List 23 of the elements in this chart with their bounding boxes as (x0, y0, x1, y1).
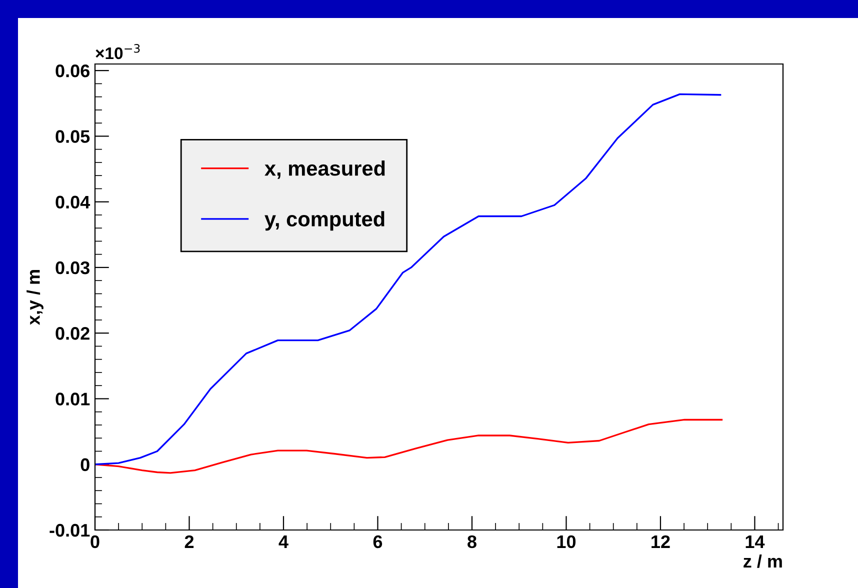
x-tick-label: 8 (468, 535, 476, 548)
x-tick-label: 4 (278, 536, 288, 548)
y-tick-label: 0.02 (56, 327, 90, 340)
y-tick-label: 0.06 (56, 64, 90, 78)
y-tick-label: 0.03 (56, 261, 90, 274)
legend-label: x, measured (264, 160, 385, 179)
y-tick-label: 0.04 (56, 196, 90, 209)
y-axis-title: x,y / m (26, 270, 44, 325)
x-tick-label: 14 (746, 536, 765, 548)
x-tick-label: 2 (184, 535, 194, 548)
y-tick-label: 0.05 (56, 130, 90, 143)
y-tick-label: 0 (80, 458, 90, 472)
x-tick-label: 12 (652, 535, 670, 548)
x-tick-label: 6 (373, 535, 382, 548)
line-series (95, 418, 723, 474)
x-tick-label: 0 (90, 535, 100, 548)
text: ×10$^{−3}$ (96, 44, 140, 60)
x-axis-title: z / m (744, 554, 782, 568)
y-tick-label: 0.01 (56, 392, 90, 406)
line-series (95, 93, 722, 466)
legend-label: y, computed (264, 211, 384, 231)
y-tick-label: -0.01 (50, 524, 90, 537)
x-tick-label: 10 (557, 535, 576, 548)
